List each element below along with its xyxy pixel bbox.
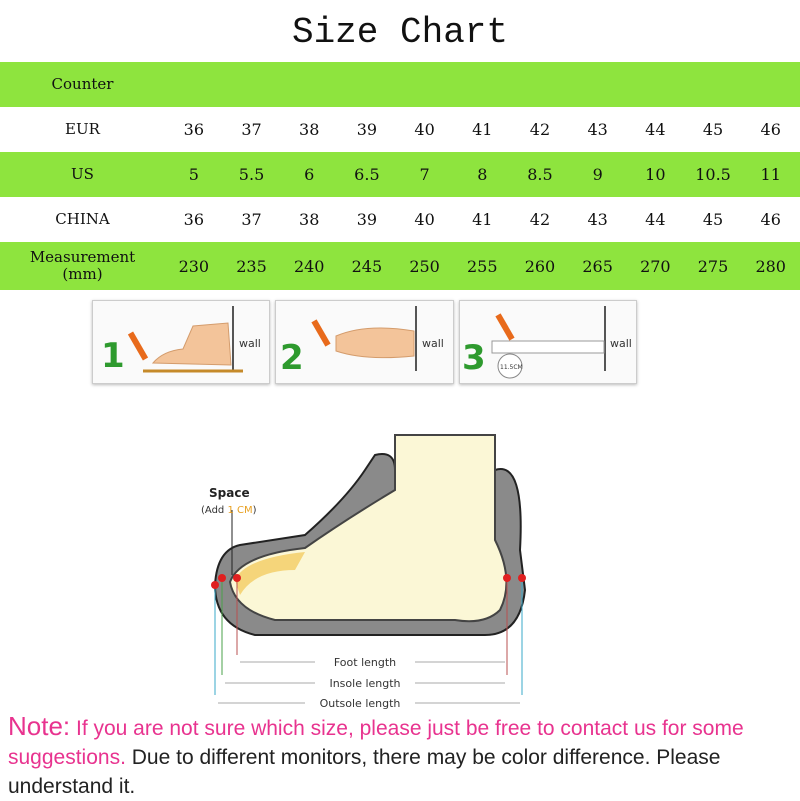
page-title: Size Chart xyxy=(291,12,509,53)
note-heading: Note: xyxy=(8,711,71,741)
table-cell: 40 xyxy=(414,120,435,139)
table-cell: 36 xyxy=(183,120,205,139)
table-cell: 46 xyxy=(760,120,781,139)
svg-text:1: 1 xyxy=(101,336,125,376)
table-cell: 10.5 xyxy=(695,165,731,184)
size-table: Counter EUR 36 37 38 39 40 41 42 43 44 45 46 US 5 5.5… xyxy=(0,62,800,290)
row-label: Counter xyxy=(51,75,114,93)
step-2-illustration: 2 wall xyxy=(280,306,444,378)
table-header-row: Counter xyxy=(0,62,800,107)
table-cell: 275 xyxy=(697,256,729,276)
table-cell: 5 xyxy=(188,165,199,184)
measuring-steps: 1 wall 2 wall 11.5CM 3 wall xyxy=(92,300,637,384)
table-cell: 45 xyxy=(702,210,724,229)
table-cell: 7 xyxy=(419,165,430,184)
svg-text:11.5CM: 11.5CM xyxy=(500,364,523,371)
table-cell: 37 xyxy=(241,120,262,139)
table-cell: 44 xyxy=(645,210,666,229)
space-label: Space xyxy=(209,486,250,500)
step-panel: 2 wall xyxy=(275,300,454,384)
table-cell: 8.5 xyxy=(527,165,553,184)
space-add-label: (Add 1 CM) xyxy=(201,505,257,516)
table-cell: 255 xyxy=(467,256,498,276)
table-cell: 6 xyxy=(304,165,315,184)
table-cell: 39 xyxy=(356,120,378,139)
table-cell: 5.5 xyxy=(238,165,265,184)
step-panel: 1 wall xyxy=(92,300,271,384)
table-cell: 41 xyxy=(472,210,493,229)
svg-text:3: 3 xyxy=(462,338,486,378)
row-label: CHINA xyxy=(55,210,110,228)
table-row: CHINA 36 37 38 39 40 41 42 43 44 45 46 xyxy=(0,197,800,242)
table-cell: 46 xyxy=(760,210,781,229)
table-cell: 39 xyxy=(356,210,378,229)
table-cell: 43 xyxy=(587,210,608,229)
table-cell: 38 xyxy=(299,120,320,139)
row-label: EUR xyxy=(65,120,100,138)
table-cell: 11 xyxy=(760,165,781,184)
note-text: Note: If you are not sure which size, pl… xyxy=(8,712,798,801)
table-cell: 245 xyxy=(351,256,383,276)
step-panel: 11.5CM 3 wall xyxy=(458,300,637,384)
row-label: Measurement (mm) xyxy=(29,248,136,283)
table-cell: 45 xyxy=(702,120,724,139)
table-cell: 6.5 xyxy=(354,165,380,184)
insole-length-label: Insole length xyxy=(329,677,400,690)
table-cell: 260 xyxy=(524,256,556,276)
svg-text:wall: wall xyxy=(610,337,632,350)
step-3-illustration: 11.5CM 3 wall xyxy=(462,306,632,379)
table-cell: 250 xyxy=(409,256,440,276)
table-row: Measurement (mm) 230 235 240 245 250 255 260 265 2… xyxy=(0,242,800,290)
table-cell: 235 xyxy=(236,256,267,276)
table-cell: 8 xyxy=(477,165,488,184)
svg-text:wall: wall xyxy=(239,337,261,350)
table-cell: 43 xyxy=(587,120,608,139)
table-cell: 36 xyxy=(183,210,205,229)
table-cell: 270 xyxy=(640,256,671,276)
row-label: US xyxy=(71,165,94,183)
table-cell: 40 xyxy=(414,210,435,229)
table-row: US 5 5.5 6 6.5 7 8 8.5 9 10 10.5 11 xyxy=(0,152,800,197)
note-black: Due to different monitors, there may be … xyxy=(8,746,721,798)
table-cell: 44 xyxy=(645,120,666,139)
table-cell: 41 xyxy=(472,120,493,139)
shoe-size-diagram: Space (Add 1 CM) Foot length Insole leng… xyxy=(201,434,527,710)
table-cell: 38 xyxy=(299,210,320,229)
table-cell: 42 xyxy=(529,210,551,229)
step-1-illustration: 1 wall xyxy=(101,306,261,376)
table-cell: 280 xyxy=(755,256,786,276)
table-cell: 9 xyxy=(592,165,603,184)
table-row: EUR 36 37 38 39 40 41 42 43 44 45 46 xyxy=(0,107,800,152)
svg-text:2: 2 xyxy=(280,338,304,378)
svg-text:wall: wall xyxy=(422,337,444,350)
note-pink: If you are not sure which size, please j… xyxy=(8,717,744,769)
table-cell: 240 xyxy=(293,256,325,276)
table-cell: 265 xyxy=(582,256,613,276)
table-cell: 230 xyxy=(178,256,210,276)
table-cell: 10 xyxy=(645,165,666,184)
foot-length-label: Foot length xyxy=(334,656,396,669)
outsole-length-label: Outsole length xyxy=(320,697,401,710)
table-cell: 42 xyxy=(529,120,551,139)
table-cell: 37 xyxy=(241,210,262,229)
